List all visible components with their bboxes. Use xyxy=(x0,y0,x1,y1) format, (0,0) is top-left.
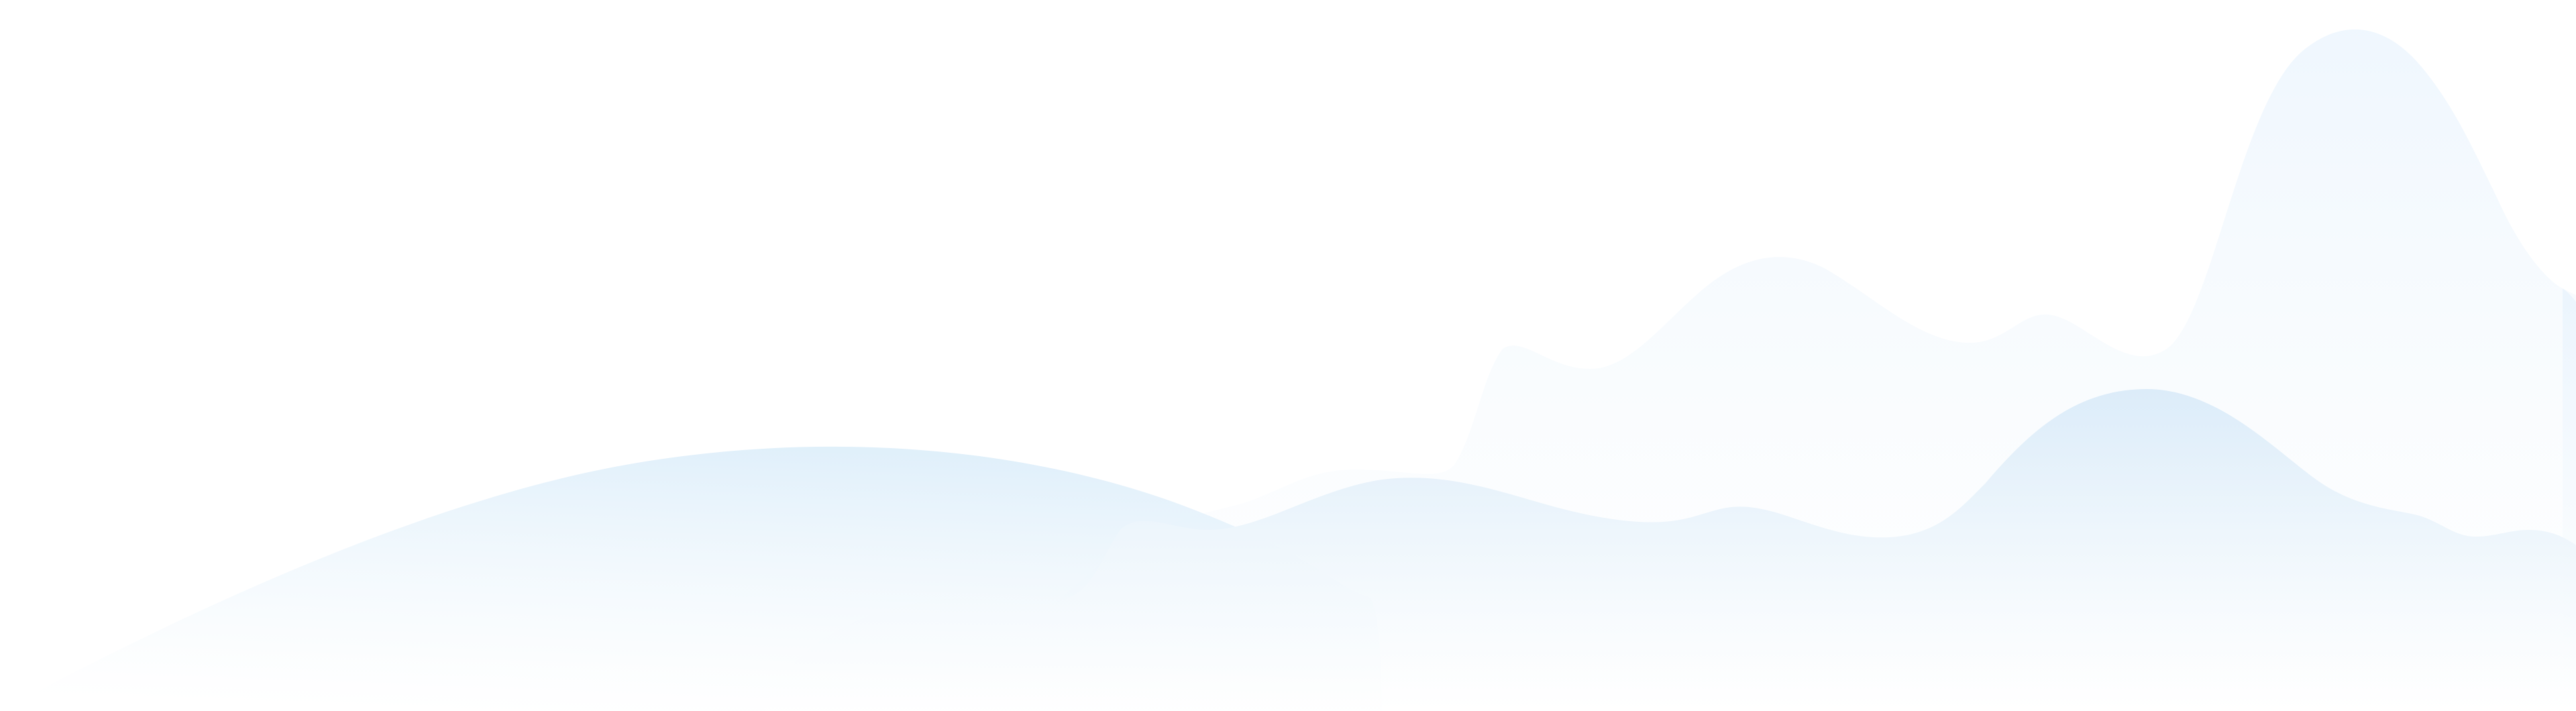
front-mountain-ridge xyxy=(765,389,2576,711)
